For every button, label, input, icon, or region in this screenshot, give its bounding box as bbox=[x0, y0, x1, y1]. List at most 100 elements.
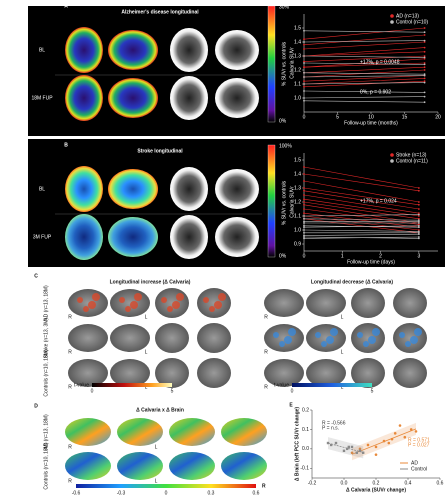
subject-point bbox=[423, 73, 426, 76]
scatter-point bbox=[346, 447, 349, 451]
activation bbox=[363, 341, 369, 347]
subject-point bbox=[303, 237, 305, 240]
subject-point bbox=[303, 55, 305, 57]
mri-axial bbox=[170, 215, 208, 259]
activation bbox=[130, 301, 138, 309]
subject-point bbox=[423, 66, 426, 69]
activation bbox=[92, 293, 100, 301]
subject-point bbox=[303, 180, 305, 182]
pet-axial bbox=[65, 27, 103, 73]
subject-point bbox=[303, 166, 305, 168]
colorbar-tick: 0 bbox=[91, 388, 94, 394]
subject-point bbox=[303, 231, 305, 234]
legend-label: Control bbox=[411, 466, 427, 472]
subject-point bbox=[303, 187, 305, 189]
colorbar-max: 30% bbox=[279, 4, 290, 10]
annotation: +17%, p = 0.0048 bbox=[360, 59, 400, 65]
subject-point bbox=[303, 234, 305, 237]
subject-point bbox=[417, 213, 420, 216]
subject-line bbox=[303, 180, 419, 203]
subject-point bbox=[303, 62, 305, 64]
legend-marker bbox=[390, 153, 394, 157]
activation bbox=[167, 306, 173, 312]
panel-letter: B bbox=[64, 142, 68, 148]
activation bbox=[176, 293, 184, 301]
subject-line bbox=[303, 30, 425, 33]
subject-point bbox=[303, 226, 305, 229]
subject-point bbox=[303, 203, 305, 206]
subject-point bbox=[417, 222, 420, 224]
activation bbox=[209, 306, 215, 312]
legend-label: AD bbox=[411, 460, 418, 466]
activation bbox=[172, 301, 180, 309]
subject-point bbox=[423, 55, 426, 57]
row-label: 18M FUP bbox=[31, 95, 53, 101]
scatter-point bbox=[355, 451, 358, 454]
y-tick-label: 1.5 bbox=[294, 157, 301, 163]
subject-point bbox=[303, 97, 305, 99]
x-tick-label: 10 bbox=[368, 114, 374, 120]
activation bbox=[321, 341, 327, 347]
scatter-point bbox=[393, 432, 397, 435]
row-label: Stroke (n=13, 3M) bbox=[43, 318, 49, 358]
scatter-point bbox=[366, 443, 370, 447]
scatter-point bbox=[374, 445, 378, 449]
subject-line bbox=[303, 218, 419, 221]
subject-point bbox=[417, 217, 420, 220]
brain-correlation bbox=[65, 452, 111, 480]
subject-line bbox=[303, 51, 425, 57]
brain-surface bbox=[68, 289, 108, 317]
annotation: P = 0.027 bbox=[408, 442, 430, 448]
x-tick-label: 15 bbox=[402, 114, 408, 120]
brain-surface bbox=[197, 288, 231, 318]
activation bbox=[161, 297, 167, 303]
subject-line bbox=[303, 40, 425, 43]
activation bbox=[88, 301, 96, 309]
subject-point bbox=[303, 41, 305, 43]
y-axis-label: Calvaria SUVr bbox=[289, 47, 295, 79]
annotation: 0%, p = 0.902 bbox=[360, 89, 391, 95]
brain-surface bbox=[306, 324, 346, 352]
subject-line bbox=[303, 47, 425, 57]
subject-point bbox=[417, 215, 420, 217]
subject-point bbox=[303, 71, 305, 74]
activation bbox=[288, 328, 296, 336]
subject-line bbox=[303, 218, 419, 234]
y-tick-label: 1.2 bbox=[294, 199, 301, 205]
row-label: BL bbox=[39, 186, 45, 192]
brain-surface bbox=[306, 359, 346, 387]
subject-point bbox=[417, 201, 420, 203]
pet-sagittal bbox=[108, 169, 158, 209]
subject-line bbox=[303, 201, 419, 220]
brain-surface bbox=[110, 359, 150, 387]
brain-surface bbox=[110, 324, 150, 352]
activation bbox=[203, 297, 209, 303]
panel-title: Stroke longitudinal bbox=[137, 148, 183, 154]
y-tick-label: 0.0 bbox=[302, 446, 309, 452]
hemisphere-label: L bbox=[341, 349, 344, 355]
brain-surface bbox=[393, 358, 427, 388]
panel-title: Alzheimer's disease longitudinal bbox=[121, 9, 199, 15]
colorbar-label: % SUVr vs. controls bbox=[281, 41, 287, 86]
x-tick-label: 2 bbox=[379, 253, 382, 259]
activation bbox=[326, 336, 334, 344]
y-tick-label: 1.1 bbox=[294, 81, 301, 87]
panel-title: Longitudinal increase (Δ Calvaria) bbox=[110, 279, 191, 285]
x-axis-label: Δ Calvaria (SUVr change) bbox=[346, 487, 406, 493]
subject-line bbox=[303, 190, 419, 210]
hemisphere-label: R bbox=[264, 314, 268, 320]
y-tick-label: 1.5 bbox=[294, 25, 301, 31]
colorbar-tick: 5 bbox=[371, 388, 374, 394]
scatter-point bbox=[350, 451, 354, 455]
x-tick-label: 3 bbox=[417, 253, 420, 259]
colorbar-tick: 0.6 bbox=[253, 490, 260, 496]
subject-point bbox=[423, 31, 426, 34]
subject-point bbox=[417, 187, 420, 189]
scatter-point bbox=[403, 435, 407, 439]
brain-surface bbox=[264, 324, 304, 352]
legend-label: Stroke (n=13) bbox=[396, 152, 427, 158]
y-tick-label: 1.4 bbox=[294, 39, 301, 45]
mri-coronal bbox=[215, 78, 259, 118]
annotation: P = n.s. bbox=[322, 425, 339, 431]
annotation: +17%, p = 0.024 bbox=[360, 198, 397, 204]
